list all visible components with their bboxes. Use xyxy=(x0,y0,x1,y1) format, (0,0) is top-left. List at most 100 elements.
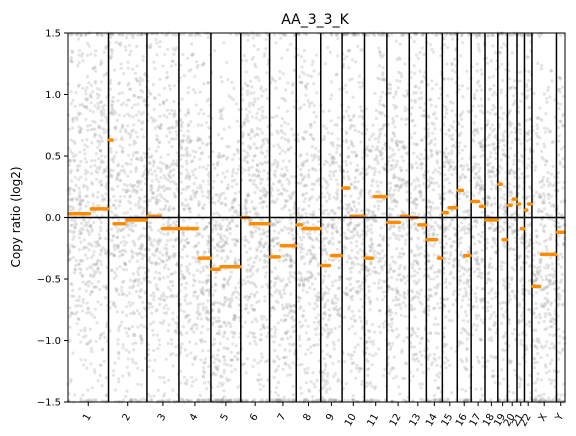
data-point xyxy=(229,249,233,253)
data-point xyxy=(207,155,211,159)
data-point xyxy=(124,395,128,399)
data-point xyxy=(134,251,138,256)
data-point xyxy=(198,393,202,397)
data-point xyxy=(84,160,89,164)
data-point xyxy=(201,280,205,284)
data-point xyxy=(90,181,94,185)
data-point xyxy=(172,84,176,88)
data-point xyxy=(159,123,163,127)
data-point xyxy=(99,80,103,84)
data-point xyxy=(315,298,319,302)
data-point xyxy=(148,302,152,306)
data-point xyxy=(111,157,115,161)
data-point xyxy=(93,315,97,319)
data-point xyxy=(225,60,229,64)
data-point xyxy=(189,139,193,143)
data-point xyxy=(165,247,169,251)
data-point xyxy=(147,155,151,159)
data-point xyxy=(272,244,276,248)
data-point xyxy=(163,206,167,210)
data-point xyxy=(314,257,318,261)
data-point xyxy=(69,198,73,202)
data-point xyxy=(313,277,317,281)
data-point xyxy=(188,140,192,144)
data-point xyxy=(182,310,186,314)
data-point xyxy=(137,312,142,316)
data-point xyxy=(236,351,240,355)
data-point xyxy=(79,128,83,132)
data-point xyxy=(94,177,99,181)
data-point xyxy=(237,108,241,112)
data-point xyxy=(321,223,325,227)
data-point xyxy=(354,224,358,228)
data-point xyxy=(124,190,128,194)
data-point xyxy=(140,247,144,251)
data-point xyxy=(299,386,303,390)
data-point xyxy=(97,157,101,161)
data-point xyxy=(152,294,156,299)
data-point xyxy=(409,182,414,186)
data-point xyxy=(180,125,184,129)
data-point xyxy=(151,244,155,248)
data-point xyxy=(229,358,234,362)
data-point xyxy=(219,237,224,241)
data-point xyxy=(324,269,328,273)
data-point xyxy=(158,140,162,145)
data-point xyxy=(147,224,151,229)
data-point xyxy=(405,219,409,223)
data-point xyxy=(387,371,391,375)
data-point xyxy=(258,388,263,392)
data-point xyxy=(345,163,349,167)
data-point xyxy=(80,54,84,58)
data-point xyxy=(70,243,74,248)
data-point xyxy=(68,187,73,191)
data-point xyxy=(353,128,357,132)
data-point xyxy=(283,150,287,154)
data-point xyxy=(213,193,217,197)
data-point xyxy=(173,252,177,256)
data-point xyxy=(259,333,263,337)
data-point xyxy=(304,381,308,385)
data-point xyxy=(265,359,269,363)
data-point xyxy=(105,117,109,121)
data-point xyxy=(98,142,102,146)
data-point xyxy=(158,40,162,44)
data-point xyxy=(202,250,206,254)
data-point xyxy=(352,314,356,318)
data-point xyxy=(378,233,382,238)
data-point xyxy=(222,346,226,350)
data-point xyxy=(419,288,423,292)
data-point xyxy=(288,342,292,346)
data-point xyxy=(377,347,381,351)
data-point xyxy=(281,72,285,76)
data-point xyxy=(137,110,141,114)
data-point xyxy=(121,253,125,257)
data-point xyxy=(197,233,201,237)
data-point xyxy=(86,200,90,204)
data-point xyxy=(218,213,222,217)
data-point xyxy=(321,295,325,299)
data-point xyxy=(73,268,77,272)
data-point xyxy=(284,362,288,366)
data-point xyxy=(72,271,77,275)
data-point xyxy=(79,230,83,235)
data-point xyxy=(329,97,333,101)
data-point xyxy=(391,232,395,236)
data-point xyxy=(215,248,219,253)
data-point xyxy=(78,202,82,206)
data-point xyxy=(173,112,177,116)
data-point xyxy=(357,370,361,374)
data-point xyxy=(206,189,210,193)
data-point xyxy=(122,72,126,76)
data-point xyxy=(73,175,77,179)
data-point xyxy=(90,182,94,186)
data-point xyxy=(388,167,393,172)
data-point xyxy=(330,301,334,305)
data-point xyxy=(390,137,394,141)
data-point xyxy=(85,223,89,227)
data-point xyxy=(149,92,153,96)
data-point xyxy=(214,319,218,324)
data-point xyxy=(83,329,87,333)
data-point xyxy=(79,231,83,236)
data-point xyxy=(189,52,193,57)
